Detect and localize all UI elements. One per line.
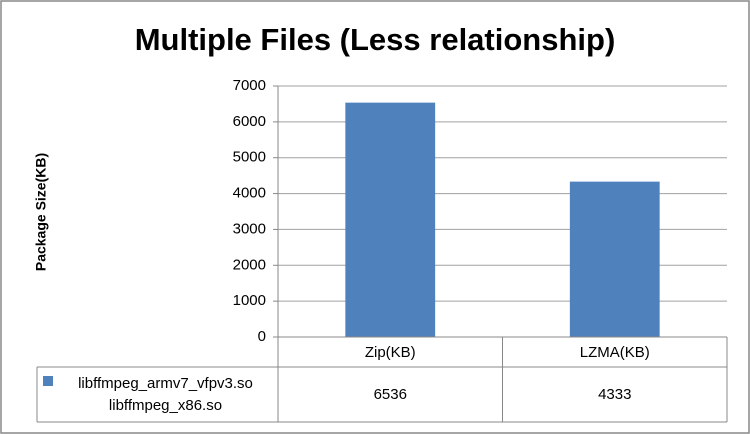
data-label: 6536	[373, 386, 407, 403]
y-tick-label: 0	[258, 328, 266, 345]
x-tick-label: LZMA(KB)	[579, 343, 650, 361]
y-tick-label: 7000	[233, 77, 266, 94]
y-tick-label: 2000	[233, 256, 266, 273]
legend-label: libffmpeg_armv7_vfpv3.so libffmpeg_x86.s…	[78, 374, 253, 414]
y-tick-label: 4000	[233, 185, 266, 202]
bar	[345, 102, 436, 337]
data-label: 4333	[598, 386, 632, 403]
y-tick-label: 5000	[233, 149, 266, 166]
x-tick-label: Zip(KB)	[364, 343, 416, 361]
chart-title: Multiple Files (Less relationship)	[135, 22, 616, 57]
y-tick-label: 3000	[233, 220, 266, 237]
y-tick-label: 6000	[233, 113, 266, 130]
bar	[569, 181, 660, 337]
y-tick-label: 1000	[233, 292, 266, 309]
legend-swatch	[43, 376, 53, 386]
y-axis-label: Package Size(KB)	[33, 153, 49, 271]
